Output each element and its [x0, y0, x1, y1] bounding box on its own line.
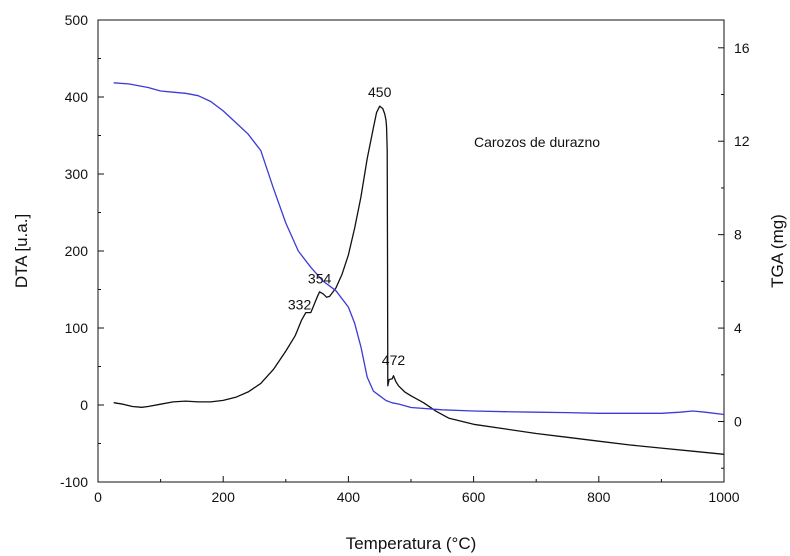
x-axis-title: Temperatura (°C) — [346, 534, 477, 553]
peak-label: 450 — [368, 84, 392, 100]
y-left-tick-label: 100 — [65, 320, 89, 336]
y-axis-right-title: TGA (mg) — [768, 214, 787, 288]
y-right-tick-label: 8 — [734, 227, 742, 243]
y-right-tick-label: 4 — [734, 320, 742, 336]
y-left-tick-label: -100 — [60, 474, 88, 490]
x-tick-label: 1000 — [708, 489, 739, 505]
y-axis-left-title: DTA [u.a.] — [12, 214, 31, 288]
y-right-tick-label: 12 — [734, 133, 750, 149]
data-series — [113, 82, 725, 455]
y-left-tick-label: 0 — [80, 397, 88, 413]
y-left-tick-label: 400 — [65, 89, 89, 105]
peak-label: 354 — [308, 270, 332, 286]
peak-annotations: 450 354 332 472 — [288, 84, 405, 368]
axis-ticks: 0 200 400 600 800 1000 -100 0 100 200 300 400 500 0 4 8… — [60, 12, 750, 505]
dta-series-line — [113, 105, 725, 455]
y-left-tick-label: 500 — [65, 12, 89, 28]
y-left-tick-label: 200 — [65, 243, 89, 259]
x-tick-label: 400 — [337, 489, 361, 505]
peak-label: 472 — [382, 352, 406, 368]
y-right-tick-label: 0 — [734, 414, 742, 430]
x-tick-label: 800 — [587, 489, 611, 505]
peak-label: 332 — [288, 297, 312, 313]
tga-series-line — [113, 82, 725, 416]
y-right-tick-label: 16 — [734, 40, 750, 56]
x-tick-label: 200 — [212, 489, 236, 505]
y-left-tick-label: 300 — [65, 166, 89, 182]
chart-caption: Carozos de durazno — [474, 134, 600, 150]
x-tick-label: 0 — [94, 489, 102, 505]
x-tick-label: 600 — [462, 489, 486, 505]
